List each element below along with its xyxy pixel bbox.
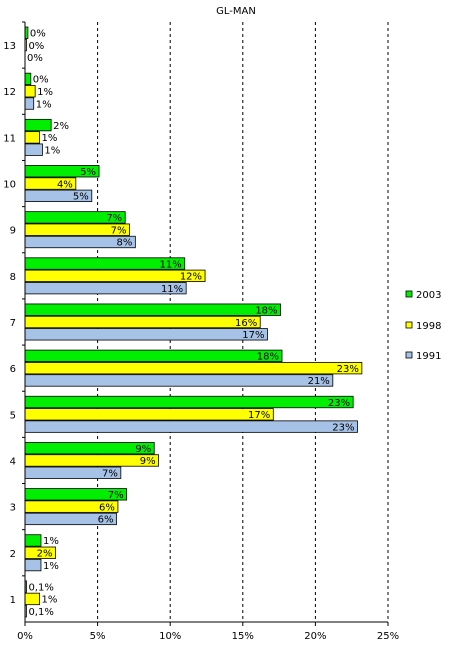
legend-label-1991: 1991 xyxy=(416,351,441,362)
data-label: 1% xyxy=(42,133,58,144)
data-label: 7% xyxy=(111,225,127,236)
data-label: 0,1% xyxy=(28,582,53,593)
data-label: 0,1% xyxy=(28,607,53,618)
legend-swatch-2003 xyxy=(405,290,413,298)
data-label: 2% xyxy=(53,121,69,132)
bar-1991-7 xyxy=(24,328,268,341)
category-label: 6 xyxy=(10,364,16,375)
data-label: 0% xyxy=(33,75,49,86)
data-label: 2% xyxy=(37,549,53,560)
category-label: 4 xyxy=(10,456,16,467)
data-label: 1% xyxy=(43,561,59,572)
category-label: 12 xyxy=(3,87,16,98)
data-label: 1% xyxy=(44,145,60,156)
data-label: 12% xyxy=(180,272,202,283)
bars: 0,1%1%0,1%1%2%1%7%6%6%9%9%7%23%17%23%18%… xyxy=(24,26,363,618)
data-label: 7% xyxy=(102,469,118,480)
x-tick-label: 20% xyxy=(304,631,326,642)
bar-2003-11 xyxy=(24,118,52,132)
category-label: 5 xyxy=(10,410,16,421)
x-tick-label: 25% xyxy=(377,631,399,642)
category-label: 7 xyxy=(10,318,16,329)
data-label: 1% xyxy=(36,99,52,110)
data-label: 4% xyxy=(57,179,73,190)
data-label: 11% xyxy=(161,284,183,295)
data-label: 0% xyxy=(27,53,43,64)
data-label: 18% xyxy=(255,305,277,316)
category-label: 8 xyxy=(10,272,16,283)
data-label: 6% xyxy=(98,515,114,526)
x-tick-label: 5% xyxy=(90,631,106,642)
data-label: 21% xyxy=(308,376,330,387)
data-label: 5% xyxy=(73,192,89,203)
legend-label-1998: 1998 xyxy=(416,321,441,332)
bar-1998-12 xyxy=(24,85,36,98)
data-label: 9% xyxy=(135,444,151,455)
legend-label-2003: 2003 xyxy=(416,290,441,301)
data-label: 7% xyxy=(106,213,122,224)
category-label: 3 xyxy=(10,503,16,514)
data-label: 18% xyxy=(257,352,279,363)
data-label: 16% xyxy=(235,318,257,329)
bar-1991-12 xyxy=(24,97,35,110)
data-label: 17% xyxy=(242,330,264,341)
bar-2003-12 xyxy=(24,72,32,86)
category-label: 13 xyxy=(3,41,16,52)
bar-1998-8 xyxy=(24,269,206,282)
data-label: 0% xyxy=(30,29,46,40)
chart-title: GL-MAN xyxy=(216,6,256,17)
category-label: 2 xyxy=(10,549,16,560)
legend-swatch-1991 xyxy=(405,351,413,359)
bar-1998-6 xyxy=(24,362,363,375)
data-label: 8% xyxy=(116,238,132,249)
bar-1998-4 xyxy=(24,454,159,467)
bar-1998-1 xyxy=(24,592,40,606)
bar-2003-5 xyxy=(24,395,354,409)
x-tick-label: 15% xyxy=(232,631,254,642)
bar-2003-7 xyxy=(24,303,281,316)
data-label: 23% xyxy=(328,398,350,409)
bar-2003-6 xyxy=(24,349,283,363)
data-label: 5% xyxy=(80,167,96,178)
bar-1991-11 xyxy=(24,143,43,156)
data-label: 7% xyxy=(108,490,124,501)
data-label: 11% xyxy=(159,259,181,270)
bar-1991-6 xyxy=(24,374,334,387)
data-label: 23% xyxy=(337,364,359,375)
category-label: 10 xyxy=(3,180,16,191)
category-label: 9 xyxy=(10,226,16,237)
data-label: 1% xyxy=(37,87,53,98)
legend-swatch-1998 xyxy=(405,321,413,329)
bar-1998-7 xyxy=(24,315,261,329)
bar-1991-2 xyxy=(24,558,42,572)
legend: 2003 1998 1991 xyxy=(405,290,441,362)
data-label: 1% xyxy=(43,536,59,547)
data-label: 6% xyxy=(99,502,115,513)
data-label: 17% xyxy=(248,410,270,421)
bar-1998-11 xyxy=(24,131,40,144)
bar-1998-5 xyxy=(24,408,274,421)
category-label: 1 xyxy=(10,595,16,606)
x-tick-label: 0% xyxy=(17,631,33,642)
data-label: 1% xyxy=(42,595,58,606)
bar-2003-2 xyxy=(24,534,42,547)
category-label: 11 xyxy=(3,133,16,144)
bar-1991-5 xyxy=(24,420,358,433)
data-label: 23% xyxy=(332,422,354,433)
data-label: 9% xyxy=(140,456,156,467)
x-tick-label: 10% xyxy=(159,631,181,642)
data-label: 0% xyxy=(28,41,44,52)
